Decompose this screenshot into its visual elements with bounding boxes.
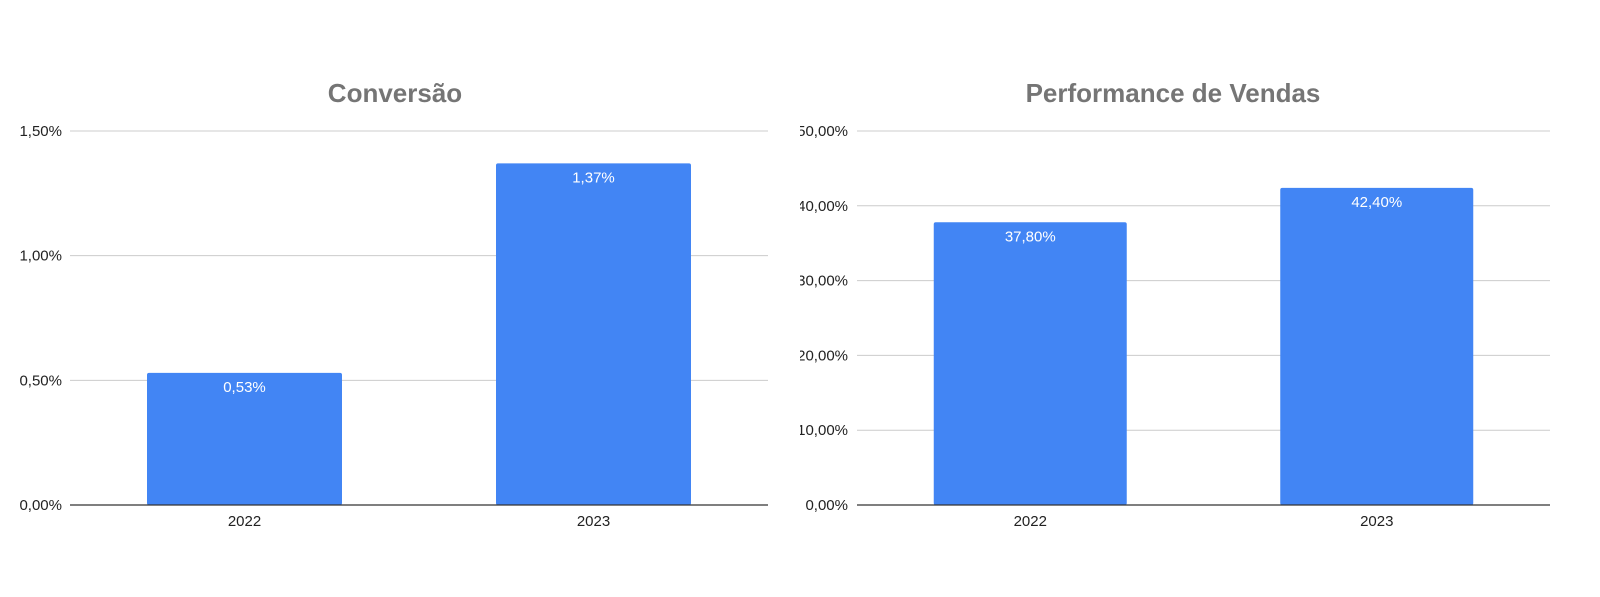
x-tick-label: 2022: [1014, 513, 1047, 530]
y-tick-label: 0,00%: [805, 497, 848, 514]
data-label: 1,37%: [572, 169, 615, 186]
y-tick-label: 1,00%: [19, 248, 62, 265]
y-tick-label: 50,00%: [800, 123, 848, 140]
sales-performance-chart-svg: Performance de Vendas 0,00% 10,00% 20,00% 3…: [800, 78, 1550, 530]
y-tick-label: 10,00%: [800, 422, 848, 439]
bar: [496, 163, 691, 505]
x-tick-label: 2022: [228, 513, 261, 530]
y-tick-label: 1,50%: [19, 123, 62, 140]
bar: [1280, 187, 1474, 505]
bar: [933, 222, 1127, 506]
data-label: 42,40%: [1351, 194, 1402, 211]
bar: [147, 372, 342, 505]
x-tick-label: 2023: [1360, 513, 1393, 530]
y-tick-label: 30,00%: [800, 273, 848, 290]
data-label: 0,53%: [223, 379, 266, 396]
chart-title: Conversão: [328, 78, 462, 108]
y-tick-label: 40,00%: [800, 198, 848, 215]
sales-performance-chart: Performance de Vendas 0,00% 10,00% 20,00% 3…: [800, 0, 1600, 597]
conversion-chart: Conversão 0,00% 0,50% 1,00% 1,50% 0,53% 2022 1…: [19, 78, 768, 530]
conversion-chart-svg: Conversão 0,00% 0,50% 1,00% 1,50% 0,53% 2022 1…: [19, 78, 768, 530]
y-tick-label: 0,50%: [19, 372, 62, 389]
y-tick-label: 20,00%: [800, 347, 848, 364]
y-tick-label: 0,00%: [19, 497, 62, 514]
x-tick-label: 2023: [577, 513, 610, 530]
chart-title: Performance de Vendas: [1026, 78, 1321, 108]
data-label: 37,80%: [1005, 228, 1056, 245]
